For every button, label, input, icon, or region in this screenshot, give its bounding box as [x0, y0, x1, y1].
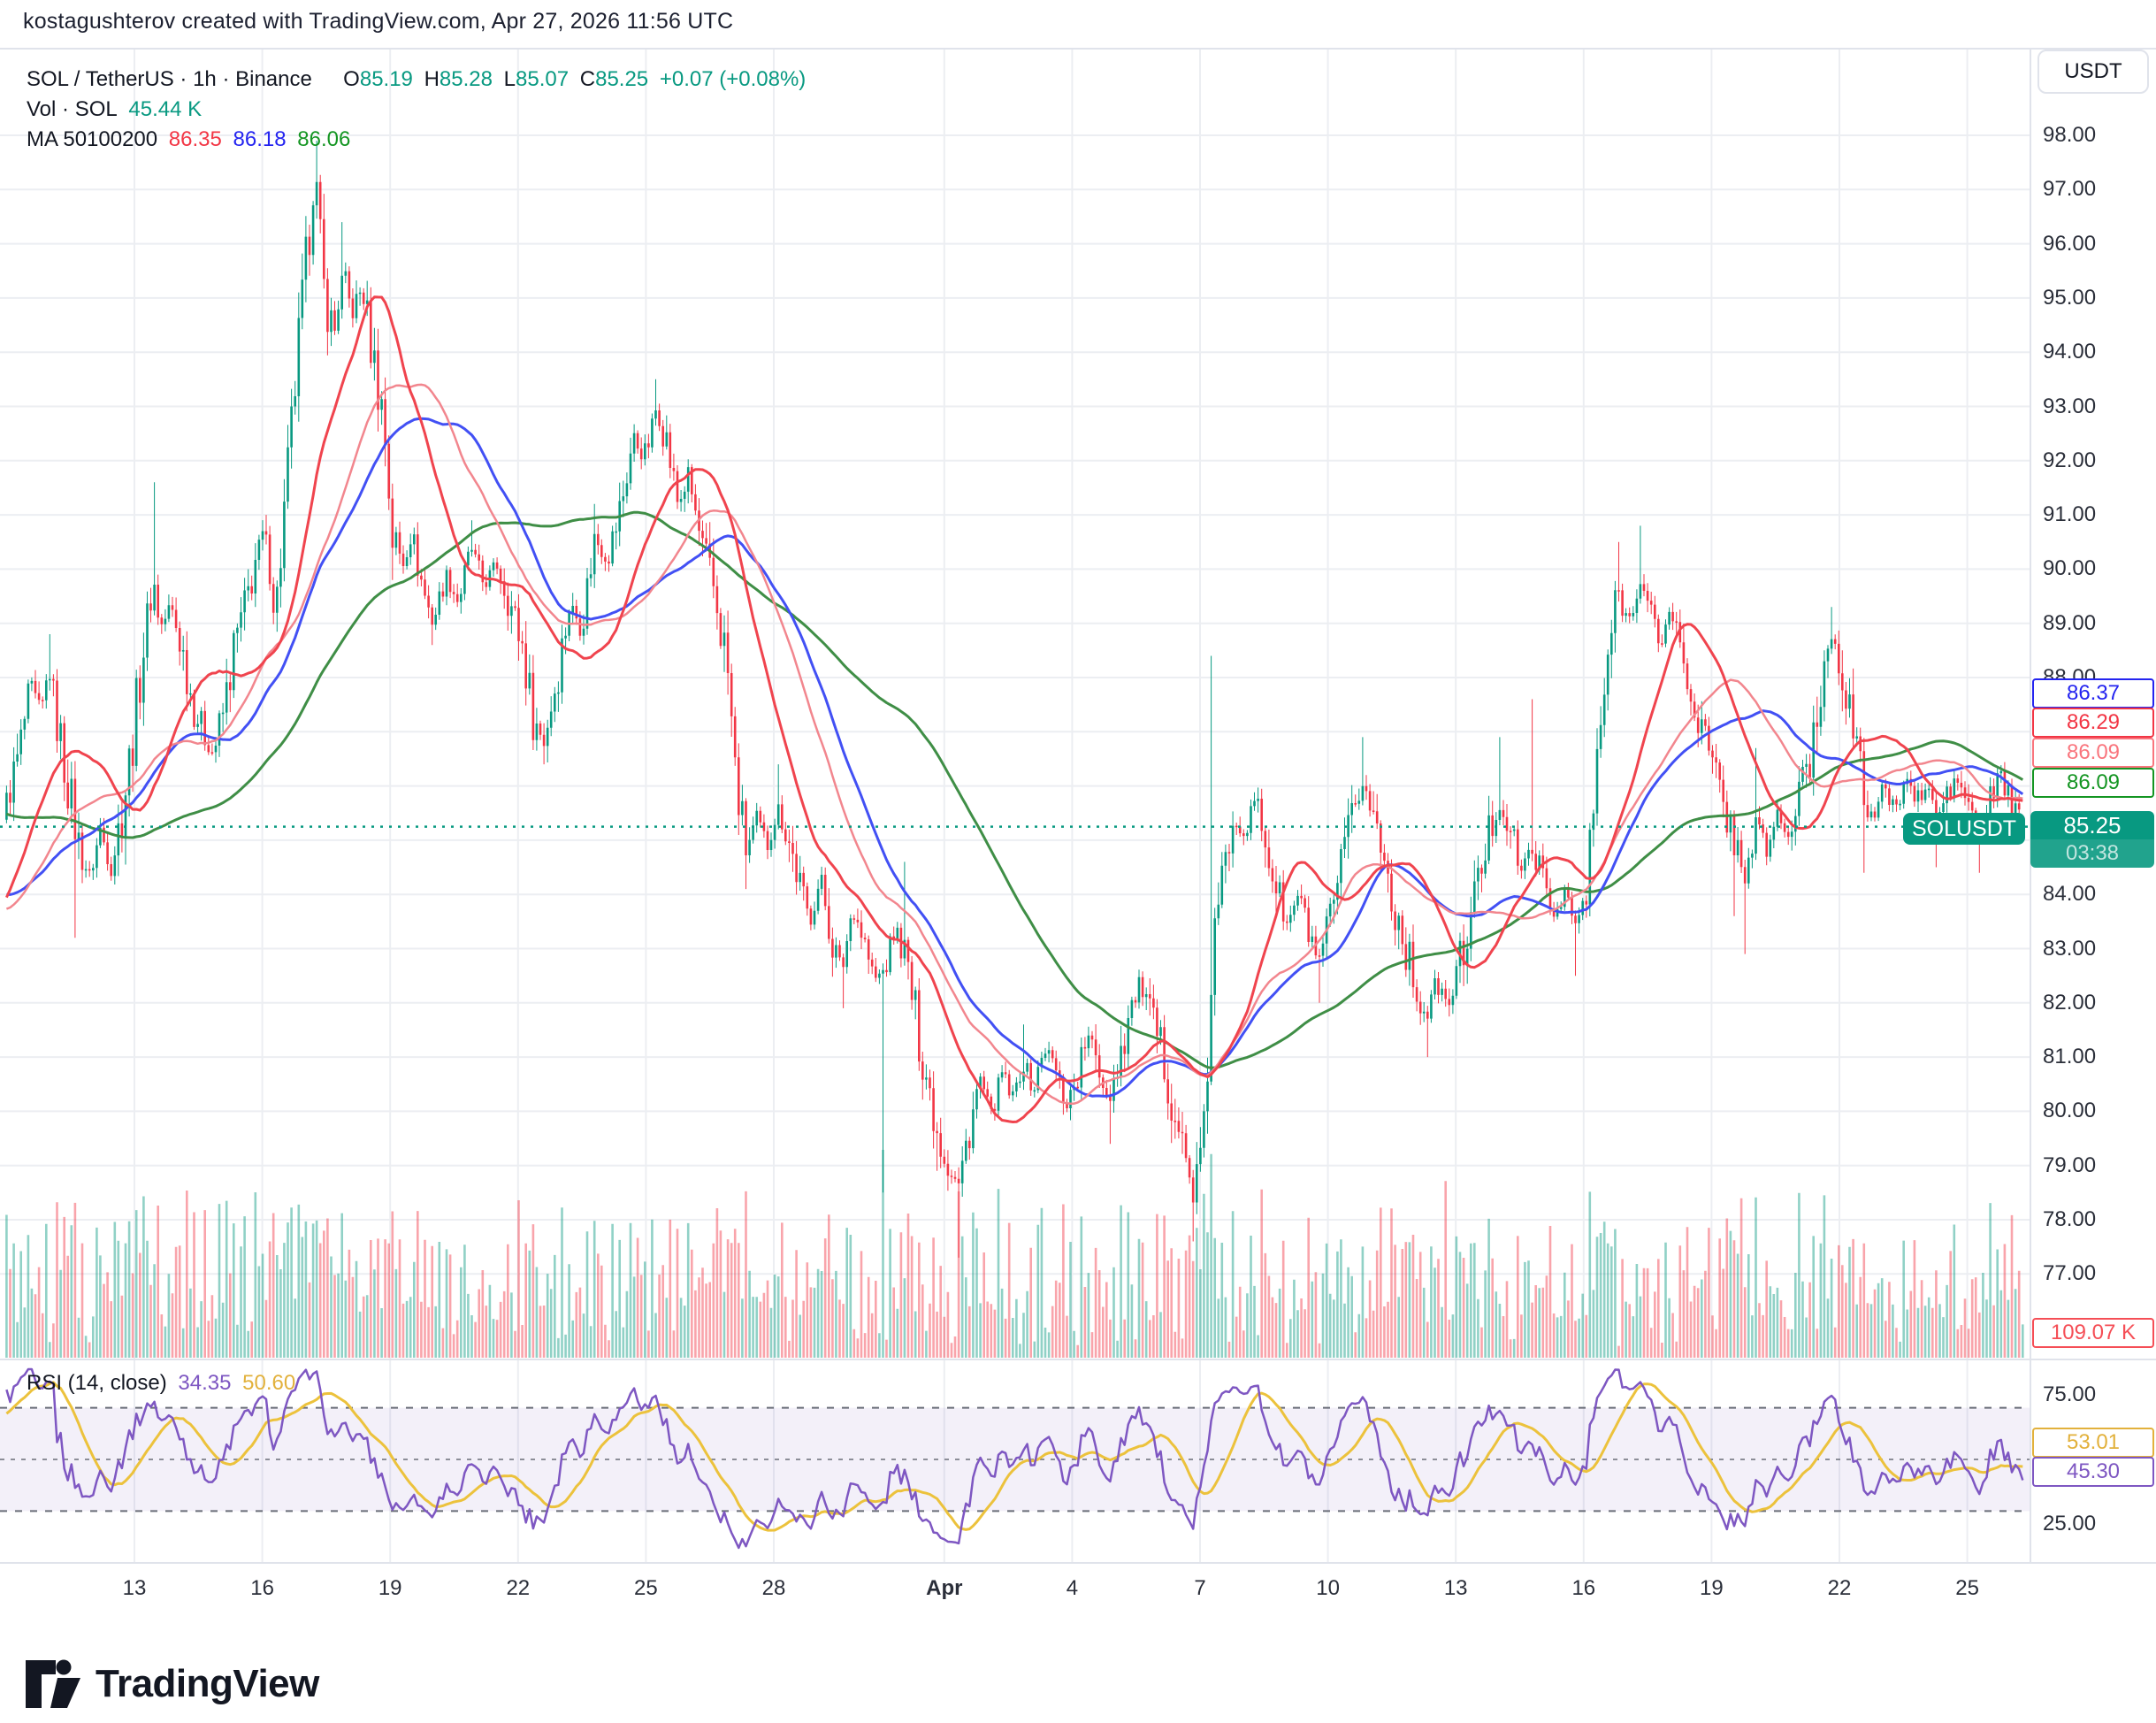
ma-legend[interactable]: MA 50100200 86.35 86.18 86.06: [27, 127, 356, 152]
price-axis-label: 89.00: [2043, 610, 2097, 635]
price-axis-label: 97.00: [2043, 177, 2097, 202]
high-value: 85.28: [439, 67, 493, 91]
low-value: 85.07: [516, 67, 570, 91]
time-axis-label: 25: [634, 1576, 658, 1600]
price-axis-label: 83.00: [2043, 936, 2097, 961]
volume-value: 45.44 K: [128, 97, 203, 121]
price-axis-label: 90.00: [2043, 556, 2097, 581]
time-axis-label: Apr: [926, 1576, 963, 1600]
price-axis-label: 93.00: [2043, 394, 2097, 418]
price-axis-label: 82.00: [2043, 990, 2097, 1015]
open-label: O: [343, 67, 360, 91]
symbol-price-label: SOLUSDT: [1903, 813, 2025, 845]
symbol-title: SOL / TetherUS · 1h · Binance: [27, 67, 312, 91]
rsi-ma-value: 50.60: [242, 1371, 296, 1395]
tradingview-logo-text: TradingView: [96, 1662, 319, 1705]
time-axis-label: 19: [378, 1576, 402, 1600]
ma50-price-badge: 86.29: [2032, 708, 2154, 738]
ma100-value: 86.18: [233, 127, 287, 151]
price-axis-label: 81.00: [2043, 1045, 2097, 1069]
volume-label: Vol · SOL: [27, 97, 118, 121]
rsi-ma-axis-badge: 53.01: [2032, 1428, 2154, 1458]
rsi-upper-axis-label: 75.00: [2043, 1382, 2097, 1406]
time-axis-label: 16: [250, 1576, 274, 1600]
time-axis-label: 4: [1066, 1576, 1079, 1600]
last-price-badge: 85.25 03:38: [2030, 811, 2154, 868]
open-value: 85.19: [359, 67, 413, 91]
price-axis-label: 84.00: [2043, 882, 2097, 907]
rsi-label: RSI (14, close): [27, 1371, 167, 1395]
ma200-value: 86.06: [297, 127, 351, 151]
price-axis-label: 95.00: [2043, 285, 2097, 310]
time-axis-label: 16: [1571, 1576, 1596, 1600]
tradingview-logo-icon: [26, 1659, 80, 1708]
rsi-axis-badge: 45.30: [2032, 1457, 2154, 1487]
price-axis-label: 91.00: [2043, 502, 2097, 527]
ma-label: MA 50100200: [27, 127, 158, 151]
currency-toggle-button[interactable]: USDT: [2037, 50, 2149, 94]
last-price-value: 85.25: [2063, 811, 2122, 839]
time-axis-label: 22: [506, 1576, 531, 1600]
time-axis-label: 28: [761, 1576, 786, 1600]
time-axis-label: 10: [1316, 1576, 1340, 1600]
price-axis-label: 94.00: [2043, 340, 2097, 364]
price-axis-label: 80.00: [2043, 1099, 2097, 1123]
close-label: C: [579, 67, 596, 91]
ma150-price-badge: 86.09: [2032, 738, 2154, 768]
price-axis-label: 92.00: [2043, 448, 2097, 472]
time-axis-label: 19: [1700, 1576, 1724, 1600]
price-axis-label: 79.00: [2043, 1152, 2097, 1177]
symbol-legend[interactable]: SOL / TetherUS · 1h · Binance O85.19 H85…: [27, 67, 811, 92]
volume-legend[interactable]: Vol · SOL 45.44 K: [27, 97, 207, 122]
rsi-lower-axis-label: 25.00: [2043, 1512, 2097, 1535]
price-axis-label: 98.00: [2043, 123, 2097, 147]
low-label: L: [503, 67, 516, 91]
attribution-header: kostagushterov created with TradingView.…: [23, 9, 734, 34]
time-axis-label: 25: [1955, 1576, 1979, 1600]
volume-axis-badge: 109.07 K: [2032, 1318, 2154, 1348]
change-value: +0.07 (+0.08%): [659, 67, 807, 91]
rsi-value: 34.35: [178, 1371, 232, 1395]
time-axis-label: 13: [122, 1576, 147, 1600]
time-axis-label: 22: [1827, 1576, 1852, 1600]
high-label: H: [424, 67, 440, 91]
time-axis-label: 13: [1443, 1576, 1468, 1600]
ma50-value: 86.35: [168, 127, 222, 151]
ma100-price-badge: 86.37: [2032, 678, 2154, 708]
tradingview-logo[interactable]: TradingView: [25, 1659, 319, 1709]
price-axis-label: 77.00: [2043, 1261, 2097, 1286]
bar-countdown: 03:38: [2030, 839, 2154, 868]
close-value: 85.25: [595, 67, 649, 91]
ma200-price-badge: 86.09: [2032, 768, 2154, 798]
price-axis-label: 96.00: [2043, 231, 2097, 256]
time-axis-label: 7: [1194, 1576, 1206, 1600]
rsi-legend[interactable]: RSI (14, close) 34.35 50.60: [27, 1371, 301, 1396]
price-axis-label: 78.00: [2043, 1207, 2097, 1231]
